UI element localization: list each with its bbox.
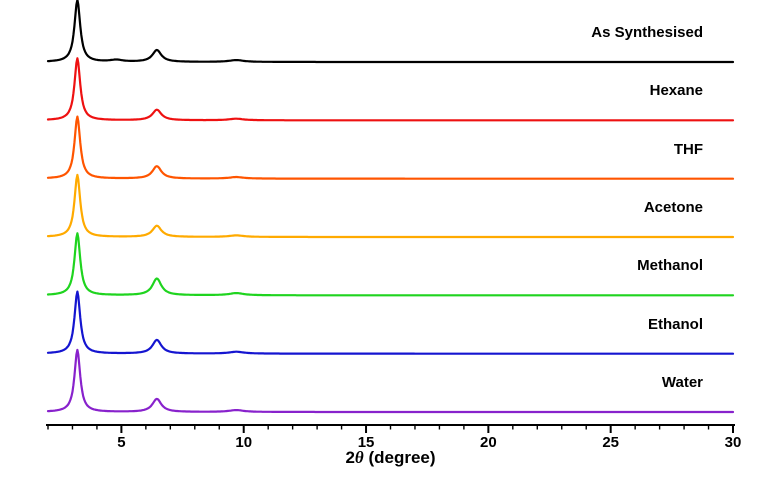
x-axis-tick-label: 30 [725,434,742,451]
xrd-trace-thf [46,115,735,180]
series-label-methanol: Methanol [637,257,703,275]
x-axis-title: 2θ (degree) [0,448,781,468]
x-axis-tick-label: 25 [602,434,619,451]
xrd-trace-as-synthesised [46,0,735,64]
x-axis-tick-label: 5 [117,434,125,451]
xrd-trace-water [46,348,735,414]
x-axis-title-prefix: 2 [345,448,355,467]
x-axis-tick-label: 10 [235,434,252,451]
series-label-hexane: Hexane [649,82,703,100]
xrd-trace-methanol [46,232,735,297]
series-label-water: Water [661,374,703,391]
series-label-as-synthesised: As Synthesised [591,24,703,41]
xrd-trace-ethanol [46,290,735,355]
xrd-trace-hexane [46,57,735,122]
x-axis-title-suffix: (degree) [363,448,436,467]
x-axis-title-theta: θ [354,448,364,467]
xrd-trace-acetone [46,173,735,239]
x-axis-tick-label: 15 [358,434,375,451]
series-label-thf: THF [673,140,703,158]
series-label-acetone: Acetone [643,199,703,216]
x-axis-tick-label: 20 [480,434,497,451]
series-label-ethanol: Ethanol [648,315,703,333]
